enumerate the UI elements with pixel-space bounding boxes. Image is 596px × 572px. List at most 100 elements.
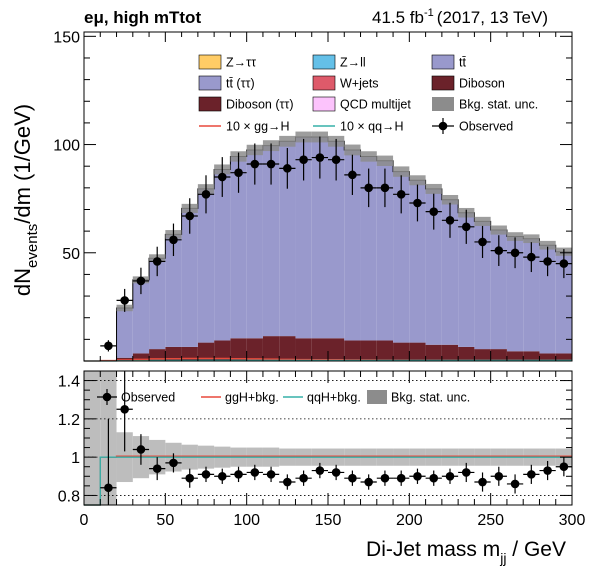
- obs-point-0: [104, 341, 113, 351]
- obs-point-5: [185, 211, 195, 221]
- ratio-obs-point-23: [478, 477, 487, 487]
- bar-2-7: [197, 342, 215, 360]
- ratio-obs-point-11: [283, 477, 292, 487]
- obs-point-4: [169, 235, 178, 245]
- obs-point-24: [494, 246, 504, 255]
- ratio-obs-point-17: [380, 473, 390, 483]
- ratio-obs-point-14: [331, 468, 341, 477]
- ratio-signal-line-0: [84, 455, 572, 506]
- bar-7-4: [149, 258, 166, 350]
- bar-7-6: [181, 208, 198, 347]
- bar-7-17: [360, 156, 377, 341]
- bar-7-13: [295, 136, 312, 339]
- obs-point-14: [331, 155, 341, 165]
- channel-label: eμ, high mTtot: [84, 8, 201, 27]
- ratio-obs-point-9: [250, 468, 260, 477]
- obs-point-7: [217, 172, 227, 182]
- ratio-legend-swatch-3: [367, 390, 387, 404]
- ratio-ytick-label-3: 1.4: [58, 374, 80, 391]
- main-ytick-label-0: 50: [62, 246, 80, 263]
- bar-7-19: [393, 171, 410, 343]
- legend-label-0: Z→ττ: [226, 56, 256, 70]
- bar-2-15: [328, 338, 345, 360]
- obs-point-9: [250, 159, 260, 169]
- legend-swatch-2: [431, 54, 455, 70]
- ratio-obs-point-25: [510, 479, 520, 489]
- bar-2-3: [132, 353, 150, 360]
- obs-point-8: [234, 168, 243, 177]
- ratio-legend-label-3: Bkg. stat. unc.: [391, 391, 470, 405]
- ratio-xtick-label-4: 200: [396, 512, 423, 529]
- bar-7-22: [441, 199, 459, 345]
- legend-swatch-8: [432, 97, 454, 111]
- legend-label-3: tt̄ (ττ): [226, 77, 255, 91]
- ratio-obs-point-2: [136, 445, 146, 454]
- obs-point-10: [266, 159, 276, 169]
- ratio-obs-point-15: [348, 473, 357, 483]
- bar-7-7: [197, 188, 215, 343]
- bar-7-24: [474, 221, 491, 350]
- bar-2-11: [262, 336, 280, 360]
- ratio-obs-point-12: [299, 473, 308, 483]
- ratio-ytick-label-1: 1: [71, 450, 80, 467]
- main-axes: 50 100 150: [53, 29, 573, 362]
- ratio-obs-point-8: [234, 470, 243, 479]
- ratio-legend: Observed ggH+bkg. qqH+bkg. Bkg. stat. unc.: [97, 389, 470, 405]
- bar-7-26: [506, 236, 524, 352]
- bar-2-19: [393, 342, 410, 360]
- bar-2-2: [116, 357, 133, 360]
- unc-20: [409, 175, 426, 186]
- ratio-observed-points: [100, 371, 572, 505]
- ratio-axes: 0.8 1 1.2 1.4 0 50 100 150 200 250 300: [58, 370, 585, 529]
- obs-point-26: [527, 252, 536, 262]
- ratio-obs-point-0: [104, 483, 113, 493]
- bar-7-3: [132, 279, 150, 354]
- main-ytick-label-1: 100: [53, 138, 80, 155]
- bar-7-28: [539, 245, 556, 354]
- ratio-legend-label-2: qqH+bkg.: [307, 391, 361, 405]
- unc-17: [360, 151, 377, 162]
- main-plot-panel: 50 100 150 Z→ττ Z→ll tt̄ tt̄ (ττ) W+jets Diboso…: [53, 29, 573, 362]
- obs-point-20: [429, 207, 439, 216]
- bar-2-8: [214, 340, 231, 360]
- legend-swatch-0: [198, 54, 222, 70]
- ratio-obs-point-24: [494, 471, 504, 481]
- bar-2-5: [165, 346, 182, 360]
- obs-point-3: [152, 257, 162, 266]
- bar-2-13: [295, 338, 312, 360]
- bar-2-28: [539, 353, 556, 360]
- ratio-obs-point-19: [413, 471, 422, 481]
- bar-7-14: [311, 136, 328, 339]
- unc-26: [506, 232, 524, 241]
- ratio-legend-swatch-0: [102, 392, 112, 402]
- ratio-obs-point-3: [152, 464, 162, 473]
- obs-point-12: [299, 155, 308, 165]
- bar-7-16: [344, 149, 361, 341]
- bar-7-5: [165, 234, 182, 347]
- ratio-xtick-label-2: 100: [233, 512, 260, 529]
- bar-2-12: [279, 336, 296, 360]
- ratio-xtick-label-5: 250: [477, 512, 504, 529]
- legend-swatch-3: [198, 75, 222, 91]
- bar-2-6: [181, 346, 198, 360]
- legend-label-11: Observed: [459, 120, 513, 134]
- legend-swatch-5: [431, 75, 455, 91]
- unc-22: [441, 194, 459, 205]
- obs-point-2: [136, 276, 146, 286]
- bar-2-23: [458, 346, 475, 360]
- unc-28: [539, 240, 556, 250]
- legend-swatch-7: [312, 96, 336, 112]
- ratio-obs-point-5: [185, 473, 195, 483]
- unc-25: [490, 225, 507, 235]
- ratio-obs-point-4: [169, 458, 178, 468]
- ratio-obs-point-20: [429, 473, 439, 483]
- y-axis-label: dNevents/dm (1/GeV): [10, 104, 41, 296]
- bar-2-21: [425, 344, 442, 360]
- ratio-legend-label-0: Observed: [121, 391, 175, 405]
- obs-point-27: [543, 257, 552, 266]
- unc-13: [295, 131, 312, 143]
- ratio-obs-point-22: [461, 468, 471, 477]
- bar-7-18: [376, 160, 394, 341]
- ratio-obs-point-10: [266, 470, 276, 479]
- bar-2-20: [409, 342, 426, 360]
